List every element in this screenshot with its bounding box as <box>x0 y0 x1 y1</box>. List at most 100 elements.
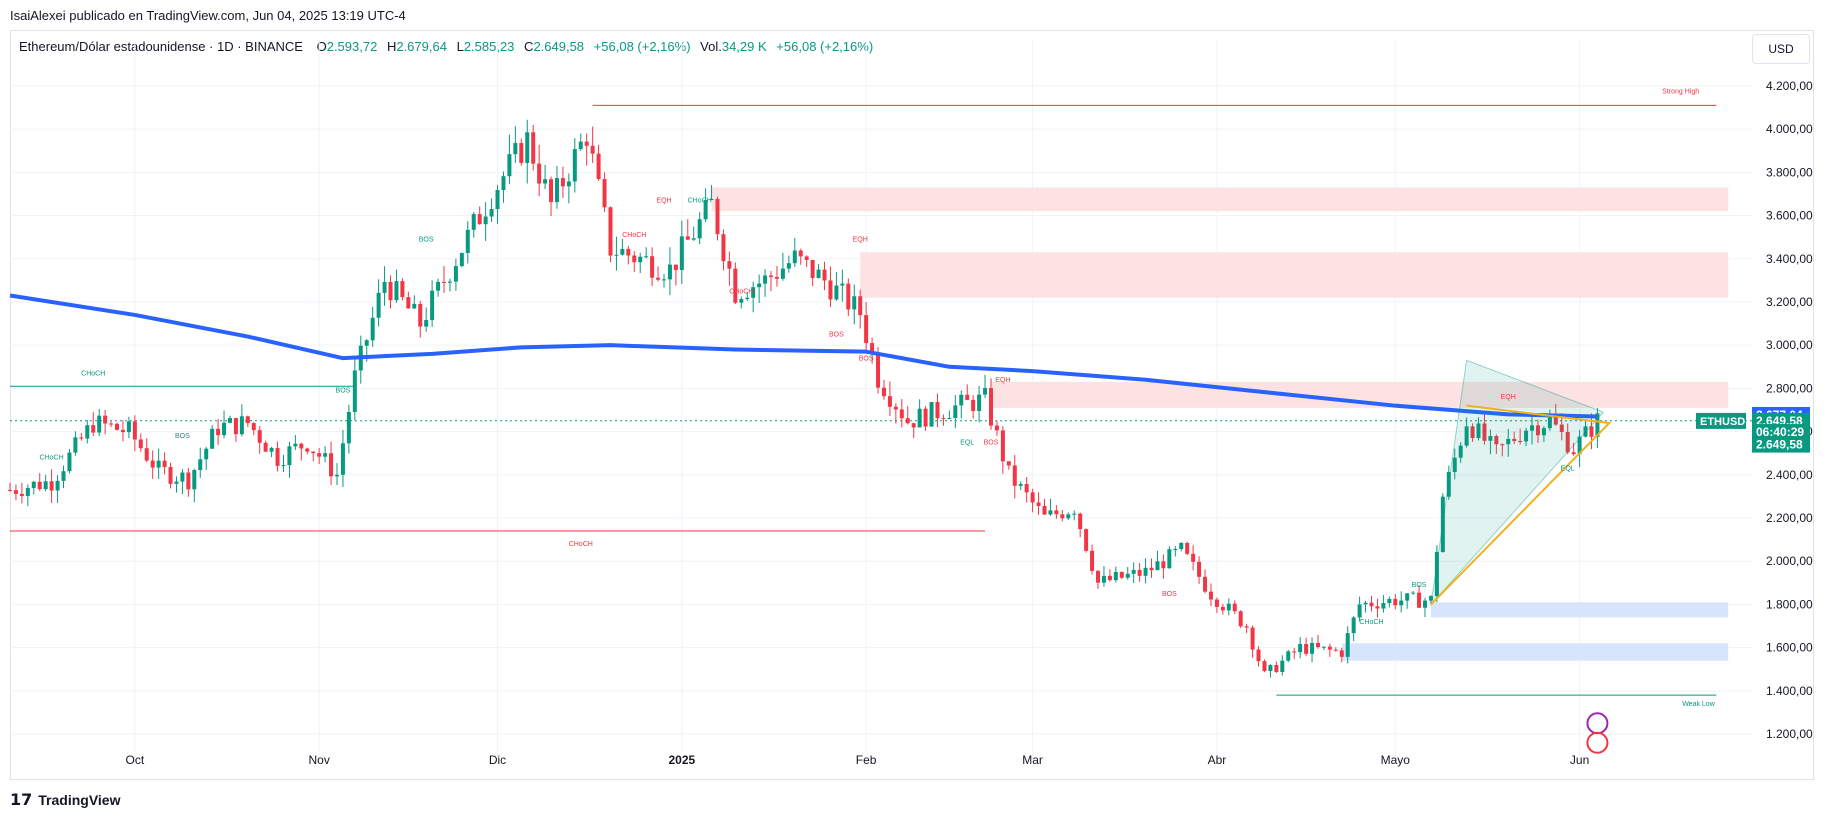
y-tick-label: 2.800,00 <box>1766 381 1813 395</box>
candle-up <box>852 296 857 310</box>
candle-down <box>442 281 447 283</box>
candle-down <box>1090 550 1095 571</box>
candle-up <box>1167 549 1172 569</box>
candle-down <box>1203 576 1208 592</box>
structure-annotation: CHoCH <box>40 455 64 462</box>
candle-down <box>602 179 607 208</box>
candle-down <box>299 443 304 449</box>
candle-down <box>1042 505 1047 515</box>
candle-down <box>1518 440 1523 442</box>
candle-down <box>1553 417 1558 425</box>
candle-down <box>858 296 863 316</box>
candle-up <box>1446 472 1451 497</box>
high-value: 2.679,64 <box>396 39 447 54</box>
candle-up <box>638 256 643 263</box>
candle-up <box>786 263 791 269</box>
candle-down <box>1096 570 1101 583</box>
candle-down <box>1137 569 1142 576</box>
open-value: 2.593,72 <box>326 39 378 54</box>
structure-annotation: CHoCH <box>81 370 105 377</box>
candle-up <box>1179 543 1184 550</box>
candle-up <box>180 472 185 482</box>
candle-up <box>281 465 286 467</box>
candle-down <box>1589 426 1594 437</box>
candle-down <box>305 448 310 452</box>
candle-up <box>739 299 744 303</box>
candle-up <box>929 402 934 427</box>
candle-up <box>1066 514 1071 519</box>
price-chart[interactable]: 1.200,00 1.400,00 1.600,00 1.800,00 2.000,00… <box>0 0 1826 785</box>
candle-down <box>477 214 482 225</box>
candle-down <box>1339 650 1344 657</box>
candle-up <box>61 471 66 481</box>
currency-button[interactable]: USD <box>1752 34 1810 64</box>
candle-down <box>1030 492 1035 503</box>
candle-up <box>471 214 476 230</box>
candle-up <box>554 178 559 203</box>
candle-up <box>323 453 328 457</box>
candle-down <box>251 423 256 431</box>
candle-up <box>1351 617 1356 634</box>
candle-up <box>1458 445 1463 458</box>
candle-up <box>334 474 339 477</box>
price-label: 2.649,58 <box>1756 438 1803 452</box>
candle-up <box>1476 423 1481 439</box>
x-tick-label: Dic <box>489 753 506 767</box>
candle-up <box>495 189 500 210</box>
candle-up <box>1280 660 1285 673</box>
candle-down <box>905 418 910 424</box>
candle-up <box>703 200 708 220</box>
candle-down <box>596 153 601 180</box>
candle-up <box>352 370 357 412</box>
candle-down <box>233 418 238 435</box>
x-tick-label: Jun <box>1570 753 1589 767</box>
candle-up <box>239 416 244 435</box>
brand-label: TradingView <box>38 792 121 808</box>
candle-up <box>192 470 197 490</box>
candle-down <box>1185 543 1190 554</box>
structure-annotation: BOS <box>419 236 434 243</box>
candle-up <box>953 405 958 418</box>
candle-down <box>519 143 524 163</box>
candle-down <box>49 481 54 491</box>
candle-up <box>1577 436 1582 455</box>
candle-up <box>1268 664 1273 671</box>
candle-up <box>834 285 839 300</box>
candle-up <box>977 394 982 412</box>
candle-up <box>73 437 78 453</box>
candle-up <box>709 199 714 201</box>
candle-up <box>1399 600 1404 606</box>
candle-up <box>1547 417 1552 429</box>
candle-up <box>376 292 381 318</box>
vol-value: 34,29 K <box>721 39 767 54</box>
author-line: IsaiAlexei publicado en TradingView.com,… <box>10 8 412 23</box>
structure-annotation: EQH <box>995 377 1010 384</box>
candle-down <box>263 442 268 452</box>
candle-down <box>1197 561 1202 577</box>
candle-down <box>923 408 928 427</box>
y-tick-label: 2.200,00 <box>1766 511 1813 525</box>
x-tick-label: Abr <box>1208 753 1227 767</box>
candle-down <box>1470 426 1475 439</box>
candle-down <box>893 406 898 410</box>
candle-up <box>1048 510 1053 515</box>
event-lightning-icon <box>1586 712 1609 735</box>
candle-up <box>370 317 375 341</box>
candle-down <box>822 269 827 281</box>
candle-down <box>1012 465 1017 486</box>
x-tick-label: Feb <box>856 753 877 767</box>
symbol-name[interactable]: Ethereum/Dólar estadounidense · 1D · BIN… <box>19 39 303 54</box>
chart-frame[interactable] <box>10 30 1814 780</box>
symbol-legend: Ethereum/Dólar estadounidense · 1D · BIN… <box>19 39 873 54</box>
candle-up <box>1381 603 1386 609</box>
candle-up <box>1440 496 1445 553</box>
candle-up <box>394 281 399 301</box>
candle-down <box>1256 649 1261 662</box>
candle-down <box>965 394 970 400</box>
candle-down <box>79 437 84 439</box>
y-tick-label: 3.800,00 <box>1766 165 1813 179</box>
candle-down <box>733 268 738 303</box>
structure-annotation: EQH <box>1501 394 1516 401</box>
candle-down <box>168 467 173 484</box>
candle-down <box>120 429 125 433</box>
